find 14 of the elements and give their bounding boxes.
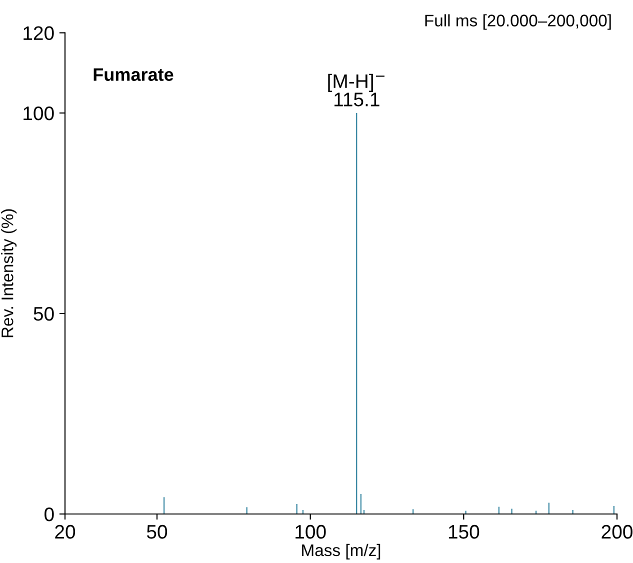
x-axis-title: Mass [m/z] — [302, 544, 380, 560]
x-tick-label: 150 — [448, 524, 480, 539]
y-tick-label: 120 — [24, 26, 54, 40]
annotation: [M-H]$^{−}$ 115.1 — [328, 74, 384, 106]
annotation: Fumarate — [94, 68, 174, 81]
x-tick-label: 200 — [602, 524, 632, 539]
y-tick-label: 0 — [44, 507, 54, 522]
y-axis-title: Rev. Intensity (%) — [1, 209, 17, 338]
x-tick-label: 50 — [146, 524, 168, 539]
y-tick-label: 100 — [24, 106, 54, 120]
x-tick-label: 20 — [55, 524, 76, 539]
y-tick-label: 50 — [34, 306, 54, 321]
x-tick-label: 100 — [296, 524, 326, 539]
chart-title: Full ms [20.000–200,000] — [425, 14, 611, 30]
